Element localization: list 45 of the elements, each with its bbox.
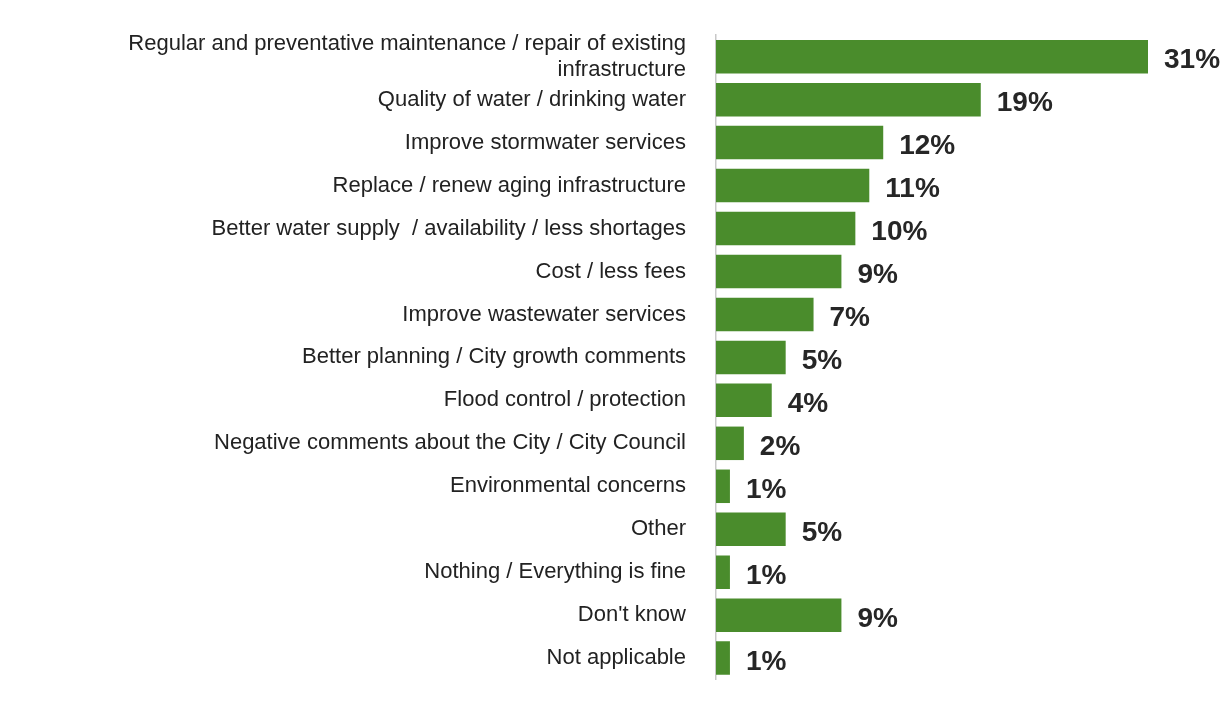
data-label: 10% (871, 215, 928, 247)
y-tick-label: Quality of water / drinking water (377, 85, 686, 111)
bar (716, 598, 842, 632)
data-label: 4% (787, 387, 829, 419)
bar (716, 340, 786, 375)
bar (716, 168, 870, 203)
y-tick-label: Nothing / Everything is fine (424, 558, 686, 584)
bar (716, 555, 730, 589)
data-label: 2% (759, 430, 801, 462)
data-label: 1% (745, 473, 787, 504)
data-label: 12% (899, 129, 956, 161)
bar (716, 82, 981, 117)
data-label: 1% (745, 558, 787, 590)
data-label: 5% (801, 344, 843, 376)
data-label: 31% (1164, 43, 1221, 75)
data-label: 11% (885, 172, 940, 204)
y-tick-label: Improve wastewater services (402, 300, 686, 326)
data-label: 7% (829, 301, 871, 333)
y-tick-label: Improve stormwater services (404, 128, 686, 154)
y-tick-label: Better water supply / availability / less shortages (211, 214, 686, 240)
data-label: 1% (745, 644, 787, 676)
y-tick-label: Other (630, 515, 686, 541)
data-label: 9% (857, 258, 898, 290)
y-tick-label: Regular and preventative maintenance / repair of existing infrastructure (128, 29, 686, 81)
bar (716, 297, 814, 332)
bar (716, 211, 856, 246)
bar (716, 254, 842, 289)
y-tick-label: Flood control / protection (443, 386, 686, 412)
bar (716, 39, 1148, 74)
bar (716, 641, 730, 675)
y-tick-label: Replace / renew aging infrastructure (332, 171, 686, 197)
bar (716, 469, 730, 504)
bar (716, 383, 772, 418)
y-tick-label: Environmental concerns (449, 472, 686, 498)
bar (716, 426, 744, 461)
y-tick-label: Better planning / City growth comments (302, 343, 686, 369)
data-label: 9% (857, 601, 898, 633)
data-label: 19% (996, 86, 1053, 118)
y-tick-label: Not applicable (546, 644, 686, 670)
data-label: 5% (801, 515, 843, 547)
bar (716, 512, 786, 546)
y-tick-label: Negative comments about the City / City Council (214, 429, 686, 455)
y-tick-label: Don't know (577, 601, 687, 627)
y-tick-label: Cost / less fees (535, 257, 686, 283)
bar (716, 125, 884, 160)
